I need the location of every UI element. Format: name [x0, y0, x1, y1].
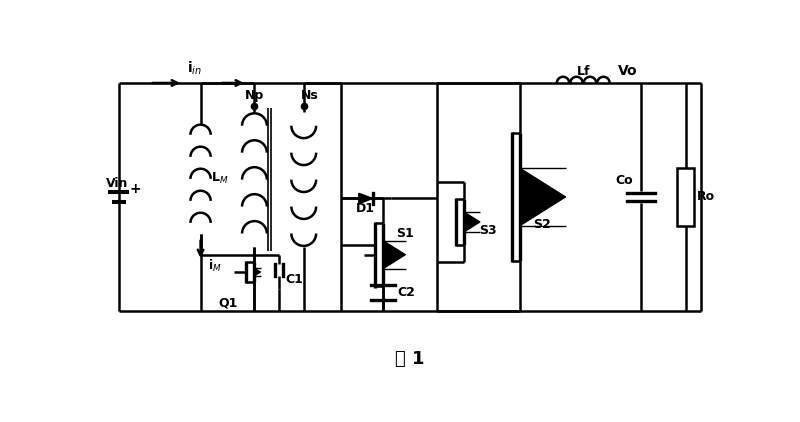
Text: +: + — [130, 182, 142, 196]
Text: Ro: Ro — [697, 190, 714, 203]
Polygon shape — [464, 212, 480, 232]
Text: C1: C1 — [286, 273, 303, 286]
Text: Np: Np — [245, 89, 264, 102]
Text: Vo: Vo — [618, 65, 638, 78]
Text: 图 1: 图 1 — [395, 350, 425, 368]
Bar — [677, 168, 694, 226]
Text: Vin: Vin — [106, 177, 128, 190]
Text: L$_M$: L$_M$ — [210, 171, 228, 187]
Text: i$_M$: i$_M$ — [208, 258, 222, 274]
Polygon shape — [520, 168, 566, 226]
Text: S2: S2 — [534, 218, 551, 231]
Polygon shape — [383, 241, 406, 269]
Text: Q1: Q1 — [218, 297, 238, 310]
Text: i$_{in}$: i$_{in}$ — [187, 60, 202, 77]
Text: Co: Co — [615, 173, 633, 187]
Text: S1: S1 — [396, 227, 414, 240]
Text: S3: S3 — [479, 224, 497, 236]
Text: Ns: Ns — [301, 89, 318, 102]
Polygon shape — [254, 268, 261, 276]
Polygon shape — [358, 193, 373, 204]
Text: Lf: Lf — [577, 65, 590, 78]
Text: D1: D1 — [356, 202, 375, 215]
Text: C2: C2 — [397, 286, 414, 299]
